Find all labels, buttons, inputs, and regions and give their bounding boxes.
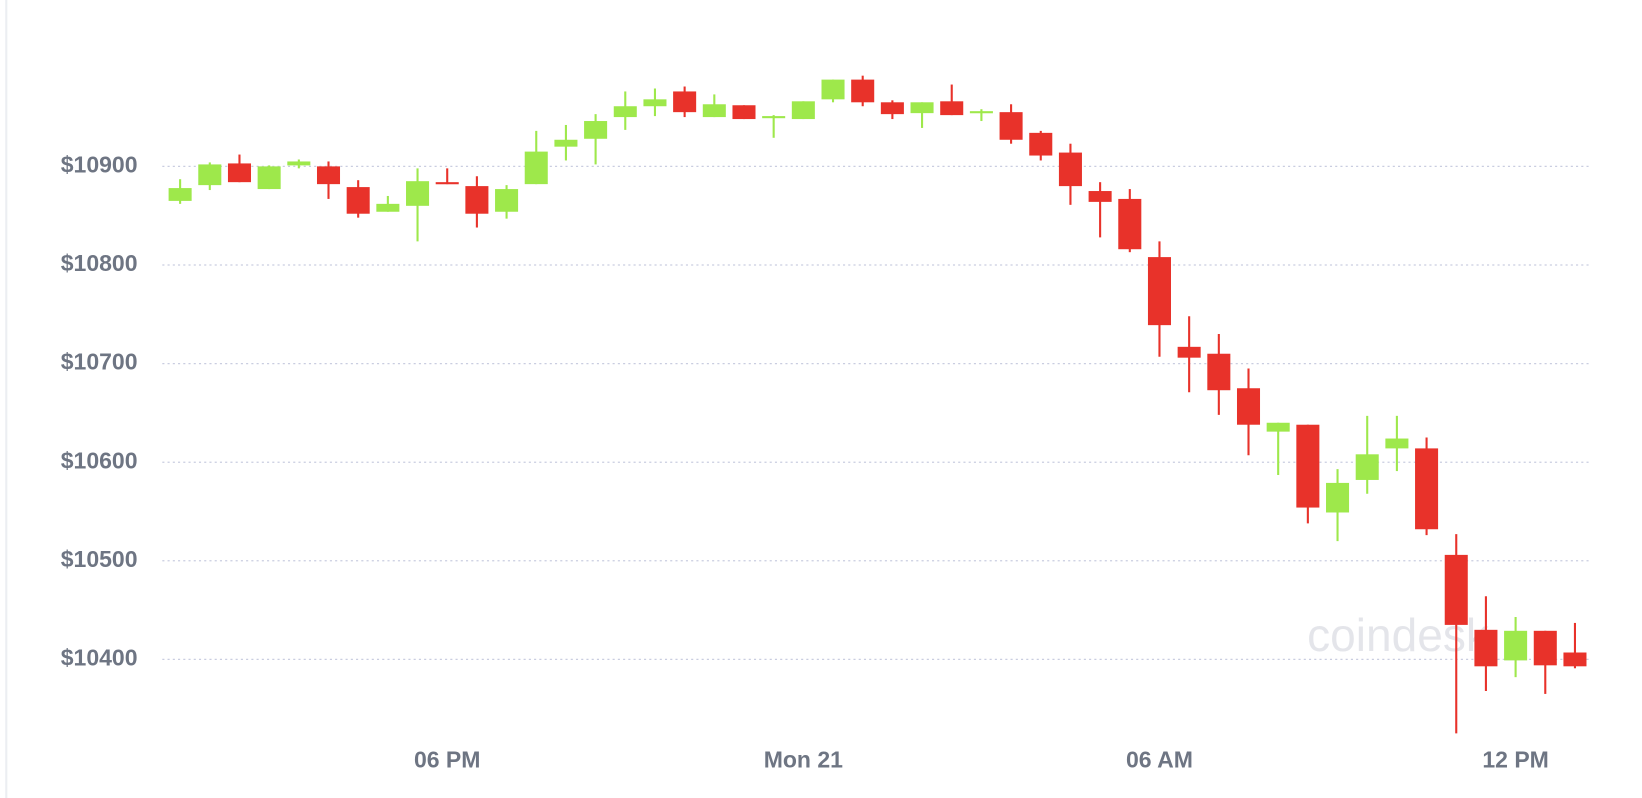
candle-body: [1266, 422, 1290, 432]
candle-body: [1118, 198, 1142, 250]
x-tick-label: 12 PM: [1482, 746, 1549, 772]
candle-body: [406, 181, 430, 206]
candle-body: [1029, 132, 1053, 156]
candle-body: [613, 106, 637, 118]
x-tick-label: 06 PM: [414, 746, 481, 772]
candle-body: [1296, 424, 1320, 508]
candle-body: [1474, 629, 1498, 667]
candle-body: [227, 163, 251, 183]
y-tick-label: $10600: [61, 447, 138, 473]
candle-body: [940, 101, 964, 116]
candle-body: [168, 188, 192, 201]
candle-body: [910, 102, 934, 114]
candle-body: [1504, 630, 1528, 661]
candle-body: [1147, 257, 1171, 326]
candle-body: [1207, 353, 1231, 391]
candle-body: [465, 186, 489, 214]
candle-body: [969, 111, 993, 114]
candle-body: [316, 166, 341, 185]
candle-body: [1088, 191, 1112, 202]
candle-body: [673, 91, 697, 113]
candle-body: [702, 104, 726, 118]
candle-body: [1236, 388, 1261, 425]
candle-body: [1533, 630, 1557, 666]
candle-body: [376, 203, 400, 212]
candle-body: [1444, 554, 1468, 625]
candle-body: [851, 79, 875, 103]
candle-body: [198, 164, 222, 186]
candle-body: [1058, 152, 1082, 187]
candle-body: [287, 161, 311, 166]
x-tick-label: 06 AM: [1126, 746, 1193, 772]
candle-body: [435, 182, 459, 185]
y-tick-label: $10400: [61, 644, 138, 670]
candle-body: [643, 99, 667, 107]
candle-body: [257, 166, 281, 190]
candle-body: [999, 112, 1023, 140]
candle-body: [1385, 438, 1409, 449]
candle-body: [762, 116, 786, 119]
candle-body: [1355, 454, 1379, 480]
candle-body: [524, 151, 548, 185]
candle-body: [821, 79, 845, 100]
y-tick-label: $10500: [61, 546, 138, 572]
y-tick-label: $10700: [61, 349, 138, 375]
candle-body: [584, 121, 608, 139]
candle-body: [554, 139, 578, 147]
y-tick-label: $10800: [61, 250, 138, 276]
candle-body: [1415, 448, 1439, 530]
candle-body: [346, 187, 370, 214]
candle-body: [495, 189, 519, 212]
candle-body: [732, 105, 756, 120]
y-tick-label: $10900: [61, 151, 138, 177]
candle-body: [1177, 346, 1201, 358]
x-tick-label: Mon 21: [764, 746, 843, 772]
candle-body: [1563, 652, 1587, 667]
candle-body: [1326, 482, 1350, 513]
candle-body: [791, 101, 815, 120]
candle-body: [880, 102, 904, 115]
